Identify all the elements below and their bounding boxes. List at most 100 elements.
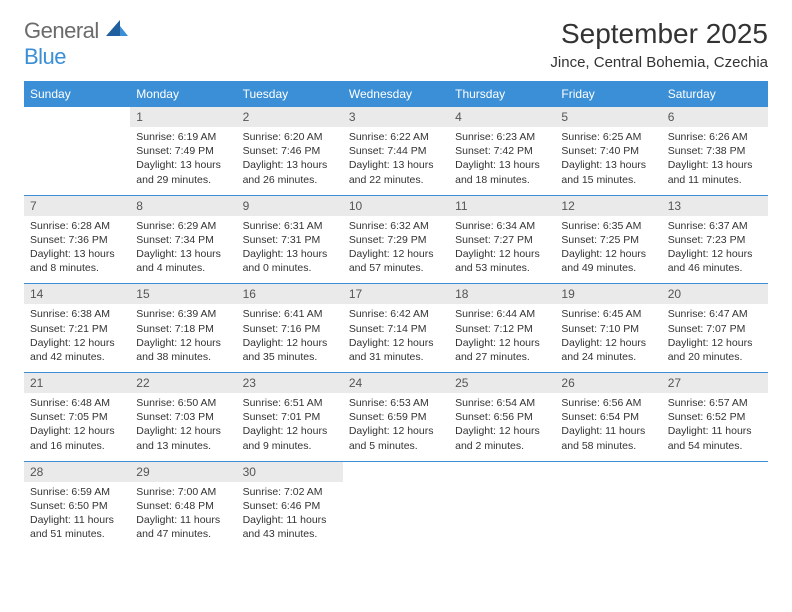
day-detail-row: Sunrise: 6:38 AMSunset: 7:21 PMDaylight:…	[24, 304, 768, 372]
daylight-text-1: Daylight: 12 hours	[30, 336, 124, 350]
empty-day-number	[662, 462, 768, 482]
day-number: 5	[555, 107, 661, 127]
daylight-text-1: Daylight: 12 hours	[136, 424, 230, 438]
sunset-text: Sunset: 6:50 PM	[30, 499, 124, 513]
day-number: 3	[343, 107, 449, 127]
day-cell: Sunrise: 6:26 AMSunset: 7:38 PMDaylight:…	[662, 127, 768, 195]
daylight-text-1: Daylight: 12 hours	[349, 247, 443, 261]
day-number: 11	[449, 196, 555, 216]
sunset-text: Sunset: 7:31 PM	[243, 233, 337, 247]
daylight-text-2: and 24 minutes.	[561, 350, 655, 364]
daylight-text-2: and 54 minutes.	[668, 439, 762, 453]
daylight-text-2: and 4 minutes.	[136, 261, 230, 275]
empty-day-cell	[555, 482, 661, 550]
day-detail-row: Sunrise: 6:48 AMSunset: 7:05 PMDaylight:…	[24, 393, 768, 461]
day-cell: Sunrise: 6:37 AMSunset: 7:23 PMDaylight:…	[662, 216, 768, 284]
daylight-text-2: and 22 minutes.	[349, 173, 443, 187]
daylight-text-2: and 47 minutes.	[136, 527, 230, 541]
empty-day-cell	[449, 482, 555, 550]
day-number: 30	[237, 462, 343, 482]
sunset-text: Sunset: 7:12 PM	[455, 322, 549, 336]
sunset-text: Sunset: 7:36 PM	[30, 233, 124, 247]
day-cell: Sunrise: 6:59 AMSunset: 6:50 PMDaylight:…	[24, 482, 130, 550]
day-number-row: 21222324252627	[24, 373, 768, 393]
daylight-text-2: and 15 minutes.	[561, 173, 655, 187]
empty-day-cell	[24, 127, 130, 195]
dow-saturday: Saturday	[662, 81, 768, 107]
sunset-text: Sunset: 7:14 PM	[349, 322, 443, 336]
sunrise-text: Sunrise: 7:02 AM	[243, 485, 337, 499]
daylight-text-1: Daylight: 11 hours	[30, 513, 124, 527]
day-cell: Sunrise: 6:44 AMSunset: 7:12 PMDaylight:…	[449, 304, 555, 372]
day-cell: Sunrise: 6:48 AMSunset: 7:05 PMDaylight:…	[24, 393, 130, 461]
day-cell: Sunrise: 6:20 AMSunset: 7:46 PMDaylight:…	[237, 127, 343, 195]
sunrise-text: Sunrise: 6:38 AM	[30, 307, 124, 321]
day-number: 6	[662, 107, 768, 127]
day-cell: Sunrise: 6:56 AMSunset: 6:54 PMDaylight:…	[555, 393, 661, 461]
day-number-row: 123456	[24, 107, 768, 127]
day-number: 29	[130, 462, 236, 482]
day-number: 14	[24, 284, 130, 304]
day-number: 23	[237, 373, 343, 393]
daylight-text-2: and 5 minutes.	[349, 439, 443, 453]
sunrise-text: Sunrise: 6:28 AM	[30, 219, 124, 233]
daylight-text-2: and 51 minutes.	[30, 527, 124, 541]
sunrise-text: Sunrise: 6:44 AM	[455, 307, 549, 321]
day-number: 25	[449, 373, 555, 393]
calendar-body: 123456Sunrise: 6:19 AMSunset: 7:49 PMDay…	[24, 107, 768, 549]
day-cell: Sunrise: 6:54 AMSunset: 6:56 PMDaylight:…	[449, 393, 555, 461]
sunset-text: Sunset: 7:44 PM	[349, 144, 443, 158]
sunrise-text: Sunrise: 6:25 AM	[561, 130, 655, 144]
sunset-text: Sunset: 7:34 PM	[136, 233, 230, 247]
daylight-text-2: and 43 minutes.	[243, 527, 337, 541]
day-cell: Sunrise: 7:02 AMSunset: 6:46 PMDaylight:…	[237, 482, 343, 550]
daylight-text-1: Daylight: 12 hours	[243, 424, 337, 438]
daylight-text-2: and 57 minutes.	[349, 261, 443, 275]
sunrise-text: Sunrise: 6:47 AM	[668, 307, 762, 321]
day-detail-row: Sunrise: 6:19 AMSunset: 7:49 PMDaylight:…	[24, 127, 768, 195]
sunrise-text: Sunrise: 6:50 AM	[136, 396, 230, 410]
day-cell: Sunrise: 6:22 AMSunset: 7:44 PMDaylight:…	[343, 127, 449, 195]
daylight-text-1: Daylight: 12 hours	[668, 336, 762, 350]
calendar-table: Sunday Monday Tuesday Wednesday Thursday…	[24, 81, 768, 549]
day-number: 9	[237, 196, 343, 216]
daylight-text-2: and 8 minutes.	[30, 261, 124, 275]
logo: General Blue	[24, 18, 128, 70]
daylight-text-1: Daylight: 13 hours	[243, 158, 337, 172]
daylight-text-2: and 31 minutes.	[349, 350, 443, 364]
day-number: 24	[343, 373, 449, 393]
daylight-text-1: Daylight: 12 hours	[455, 424, 549, 438]
day-number: 12	[555, 196, 661, 216]
daylight-text-2: and 35 minutes.	[243, 350, 337, 364]
sunrise-text: Sunrise: 6:57 AM	[668, 396, 762, 410]
daylight-text-2: and 18 minutes.	[455, 173, 549, 187]
daylight-text-1: Daylight: 12 hours	[561, 336, 655, 350]
daylight-text-2: and 42 minutes.	[30, 350, 124, 364]
sunrise-text: Sunrise: 6:53 AM	[349, 396, 443, 410]
daylight-text-2: and 11 minutes.	[668, 173, 762, 187]
month-title: September 2025	[550, 18, 768, 50]
daylight-text-1: Daylight: 12 hours	[349, 424, 443, 438]
sunset-text: Sunset: 6:52 PM	[668, 410, 762, 424]
daylight-text-2: and 26 minutes.	[243, 173, 337, 187]
daylight-text-2: and 53 minutes.	[455, 261, 549, 275]
day-cell: Sunrise: 6:45 AMSunset: 7:10 PMDaylight:…	[555, 304, 661, 372]
sunset-text: Sunset: 7:01 PM	[243, 410, 337, 424]
daylight-text-1: Daylight: 12 hours	[30, 424, 124, 438]
sunrise-text: Sunrise: 6:19 AM	[136, 130, 230, 144]
sunrise-text: Sunrise: 6:42 AM	[349, 307, 443, 321]
day-detail-row: Sunrise: 6:59 AMSunset: 6:50 PMDaylight:…	[24, 482, 768, 550]
sunrise-text: Sunrise: 6:31 AM	[243, 219, 337, 233]
daylight-text-2: and 46 minutes.	[668, 261, 762, 275]
sunrise-text: Sunrise: 6:37 AM	[668, 219, 762, 233]
empty-day-number	[555, 462, 661, 482]
sunrise-text: Sunrise: 6:41 AM	[243, 307, 337, 321]
sunset-text: Sunset: 7:16 PM	[243, 322, 337, 336]
title-block: September 2025 Jince, Central Bohemia, C…	[550, 18, 768, 71]
day-cell: Sunrise: 6:28 AMSunset: 7:36 PMDaylight:…	[24, 216, 130, 284]
daylight-text-2: and 38 minutes.	[136, 350, 230, 364]
day-number: 18	[449, 284, 555, 304]
day-number: 7	[24, 196, 130, 216]
sunset-text: Sunset: 6:48 PM	[136, 499, 230, 513]
sunrise-text: Sunrise: 6:39 AM	[136, 307, 230, 321]
